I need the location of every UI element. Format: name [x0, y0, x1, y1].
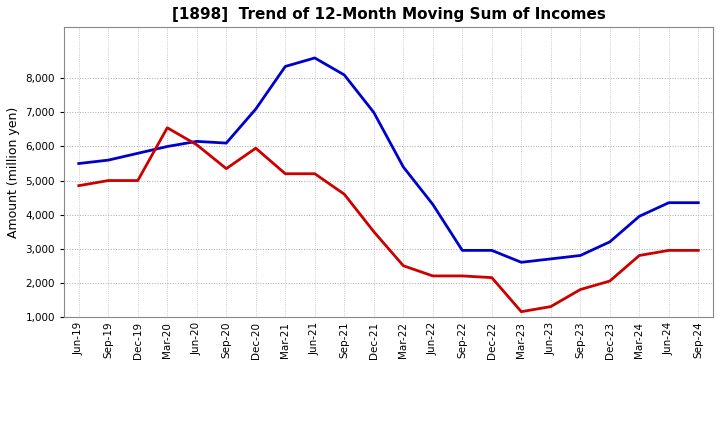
Ordinary Income [369, 110, 378, 115]
Net Income [694, 248, 703, 253]
Ordinary Income [665, 200, 673, 205]
Net Income [428, 273, 437, 279]
Ordinary Income [487, 248, 496, 253]
Ordinary Income [399, 164, 408, 169]
Net Income [517, 309, 526, 314]
Ordinary Income [340, 72, 348, 77]
Ordinary Income [310, 55, 319, 61]
Ordinary Income [606, 239, 614, 245]
Ordinary Income [458, 248, 467, 253]
Net Income [399, 263, 408, 268]
Net Income [310, 171, 319, 176]
Ordinary Income [74, 161, 83, 166]
Net Income [369, 229, 378, 234]
Ordinary Income [428, 202, 437, 207]
Net Income [606, 279, 614, 284]
Ordinary Income [546, 256, 555, 261]
Ordinary Income [576, 253, 585, 258]
Net Income [222, 166, 230, 171]
Line: Net Income: Net Income [78, 128, 698, 312]
Net Income [458, 273, 467, 279]
Net Income [251, 146, 260, 151]
Net Income [163, 125, 171, 130]
Net Income [133, 178, 142, 183]
Ordinary Income [251, 106, 260, 112]
Ordinary Income [163, 144, 171, 149]
Net Income [487, 275, 496, 280]
Net Income [74, 183, 83, 188]
Ordinary Income [222, 140, 230, 146]
Net Income [546, 304, 555, 309]
Title: [1898]  Trend of 12-Month Moving Sum of Incomes: [1898] Trend of 12-Month Moving Sum of I… [171, 7, 606, 22]
Ordinary Income [133, 150, 142, 156]
Ordinary Income [104, 158, 112, 163]
Ordinary Income [694, 200, 703, 205]
Y-axis label: Amount (million yen): Amount (million yen) [7, 106, 20, 238]
Ordinary Income [281, 64, 289, 69]
Net Income [635, 253, 644, 258]
Net Income [576, 287, 585, 292]
Ordinary Income [192, 139, 201, 144]
Net Income [281, 171, 289, 176]
Line: Ordinary Income: Ordinary Income [78, 58, 698, 262]
Net Income [340, 191, 348, 197]
Net Income [192, 142, 201, 147]
Ordinary Income [517, 260, 526, 265]
Net Income [665, 248, 673, 253]
Net Income [104, 178, 112, 183]
Ordinary Income [635, 214, 644, 219]
